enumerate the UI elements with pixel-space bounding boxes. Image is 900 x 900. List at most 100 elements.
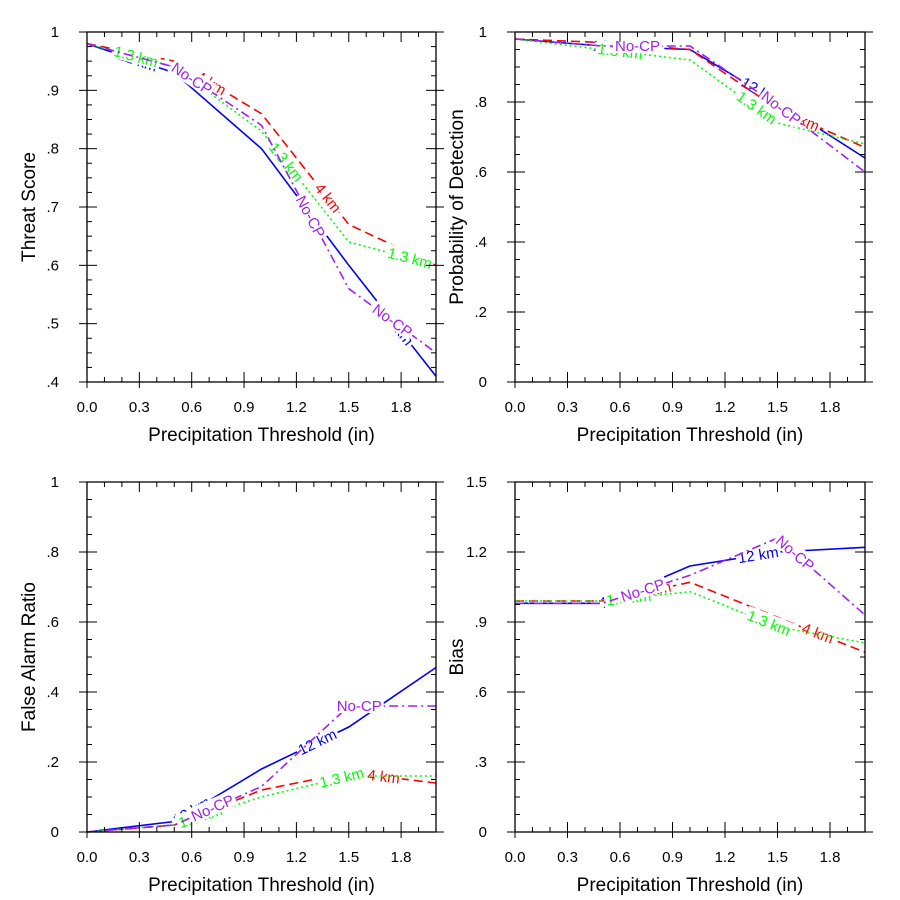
series-line-12-km xyxy=(86,666,437,833)
line-label-background xyxy=(186,789,238,825)
series-line-4-km xyxy=(515,581,866,654)
x-tick-label: 0.6 xyxy=(610,849,631,866)
x-tick-label: 1.8 xyxy=(391,849,412,866)
series-line-1-3-km xyxy=(515,590,866,644)
line-label-no-cp: No-CP xyxy=(337,698,382,715)
line-label-background xyxy=(734,542,782,566)
series-line-12-km xyxy=(514,38,866,159)
line-label-background xyxy=(616,574,669,605)
y-tick-label: 0 xyxy=(479,374,487,391)
series-line-no-cp xyxy=(86,42,437,354)
series-line-no-cp xyxy=(515,537,866,616)
y-tick-label: 0 xyxy=(479,824,487,841)
y-tick-label: .6 xyxy=(474,164,487,181)
y-tick-label: .8 xyxy=(46,141,59,158)
x-tick-label: 0.9 xyxy=(662,399,683,416)
false-alarm-ratio-panel: 12 km12 km4 km4 km1.3 km1.3 kmNo-CPNo-CP… xyxy=(19,474,444,896)
y-tick-label: .6 xyxy=(46,257,59,274)
line-label-background xyxy=(265,137,309,186)
x-tick-label: 0.6 xyxy=(181,399,202,416)
x-tick-label: 0.3 xyxy=(129,399,150,416)
line-label-4-km: 4 km xyxy=(366,767,400,788)
y-tick-label: .8 xyxy=(46,544,59,561)
x-tick-label: 0.6 xyxy=(181,849,202,866)
x-tick-label: 1.8 xyxy=(820,849,841,866)
y-tick-label: .2 xyxy=(46,754,59,771)
series-line-1-3-km xyxy=(86,42,437,267)
y-axis-title: Bias xyxy=(447,639,468,676)
series-line-1-3-km xyxy=(514,38,866,145)
plot-frame xyxy=(86,31,437,383)
y-axis-title: False Alarm Ratio xyxy=(19,582,40,732)
line-label-background xyxy=(315,763,368,791)
x-tick-label: 0.0 xyxy=(505,849,526,866)
line-label-no-cp: No-CP xyxy=(615,38,660,55)
y-tick-label: .6 xyxy=(46,614,59,631)
line-label-background xyxy=(368,298,418,341)
line-label-12-km: 12 km xyxy=(295,726,339,759)
line-label-background xyxy=(364,765,403,786)
line-label-background xyxy=(384,243,436,272)
line-label-no-cp: No-CP xyxy=(168,60,215,99)
y-tick-label: .4 xyxy=(46,374,59,391)
y-tick-label: .9 xyxy=(46,82,59,99)
x-tick-label: 0.9 xyxy=(662,849,683,866)
x-tick-label: 0.6 xyxy=(610,399,631,416)
y-tick-label: 1 xyxy=(479,24,487,41)
y-tick-label: .6 xyxy=(474,684,487,701)
line-label-1-3-km: 1.3 km xyxy=(745,607,793,640)
x-tick-label: 0.9 xyxy=(234,399,255,416)
line-label-background xyxy=(612,37,663,53)
x-tick-label: 1.2 xyxy=(715,399,736,416)
y-tick-label: .2 xyxy=(474,304,487,321)
threat-score-panel: 12 km12 km4 km4 km1.3 km1.3 km1.3 kmNo-C… xyxy=(19,24,444,446)
x-axis-title: Precipitation Threshold (in) xyxy=(148,425,375,446)
line-label-background xyxy=(334,697,384,713)
x-tick-label: 0.0 xyxy=(505,399,526,416)
y-tick-label: .8 xyxy=(474,94,487,111)
y-tick-label: .4 xyxy=(474,234,487,251)
x-tick-label: 1.2 xyxy=(286,399,307,416)
y-tick-label: 1 xyxy=(51,24,59,41)
line-label-background xyxy=(732,86,782,128)
line-label-background xyxy=(798,618,839,647)
probability-of-detection-panel: 12 km12 km4 km4 km1.3 km1.3 kmNo-CPNo-CP… xyxy=(447,24,873,446)
y-axis-title: Threat Score xyxy=(19,152,40,262)
x-tick-label: 1.2 xyxy=(715,849,736,866)
series-line-12-km xyxy=(86,42,437,377)
y-tick-label: .3 xyxy=(474,754,487,771)
x-axis-title: Precipitation Threshold (in) xyxy=(577,425,804,446)
line-label-1-3-km: 1.3 km xyxy=(318,765,366,792)
x-tick-label: 1.2 xyxy=(286,849,307,866)
x-tick-label: 1.8 xyxy=(820,399,841,416)
y-tick-label: .7 xyxy=(46,199,59,216)
y-tick-label: 1.5 xyxy=(466,474,487,491)
line-label-background xyxy=(757,86,806,129)
bias-panel: 12 km12 km4 km4 km1.3 km1.3 kmNo-CPNo-CP… xyxy=(447,474,873,896)
y-tick-label: 0 xyxy=(51,824,59,841)
series-line-no-cp xyxy=(514,38,866,173)
line-label-12-km: 12 km xyxy=(737,544,780,567)
y-axis-title: Probability of Detection xyxy=(447,109,468,304)
series-lines: 12 km12 km4 km4 km1.3 km1.3 km1.3 kmNo-C… xyxy=(86,41,437,377)
x-tick-label: 1.5 xyxy=(338,849,359,866)
line-label-background xyxy=(292,190,330,242)
x-axis-title: Precipitation Threshold (in) xyxy=(577,875,804,896)
x-tick-label: 0.3 xyxy=(557,399,578,416)
x-tick-label: 0.9 xyxy=(234,849,255,866)
x-tick-label: 1.5 xyxy=(767,399,788,416)
line-label-background xyxy=(311,177,347,217)
y-tick-label: .5 xyxy=(46,316,59,333)
line-label-background xyxy=(110,41,162,70)
y-tick-label: 1 xyxy=(51,474,59,491)
x-tick-label: 0.0 xyxy=(77,399,98,416)
line-label-background xyxy=(293,724,341,759)
x-tick-label: 1.5 xyxy=(338,399,359,416)
line-label-background xyxy=(167,57,218,99)
y-tick-label: .4 xyxy=(46,684,59,701)
x-axis-title: Precipitation Threshold (in) xyxy=(148,875,375,896)
